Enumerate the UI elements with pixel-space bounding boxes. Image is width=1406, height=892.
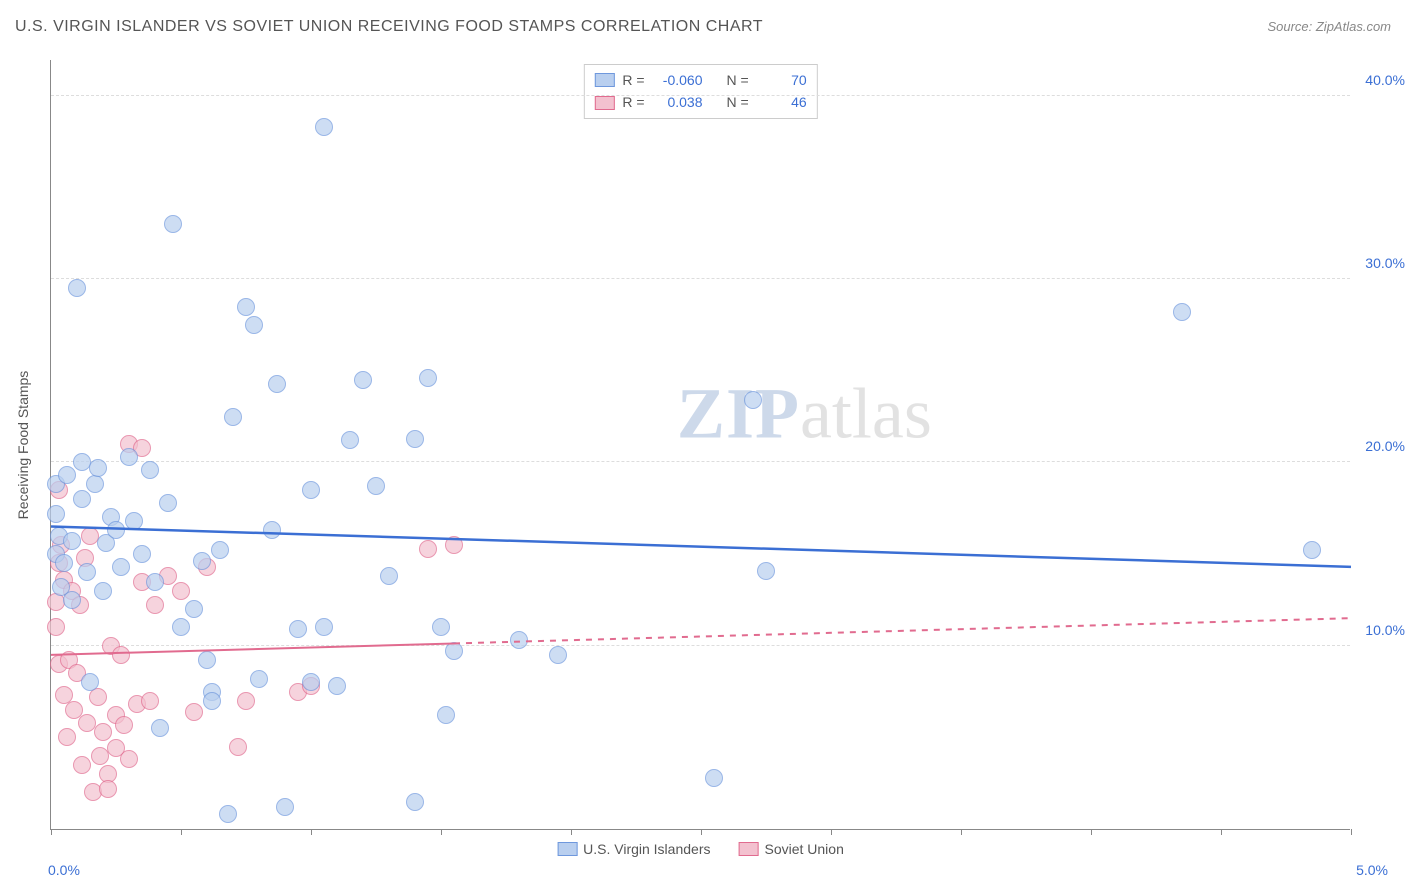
legend-series: U.S. Virgin Islanders Soviet Union <box>557 841 844 857</box>
x-tick <box>311 829 312 835</box>
x-tick <box>571 829 572 835</box>
legend-item-usvi: U.S. Virgin Islanders <box>557 841 710 857</box>
x-tick <box>51 829 52 835</box>
x-tick <box>701 829 702 835</box>
x-tick <box>1221 829 1222 835</box>
source-attribution: Source: ZipAtlas.com <box>1267 19 1391 34</box>
swatch-soviet <box>738 842 758 856</box>
x-tick <box>1091 829 1092 835</box>
x-tick <box>181 829 182 835</box>
y-tick-label: 20.0% <box>1365 438 1405 454</box>
y-tick-label: 10.0% <box>1365 622 1405 638</box>
swatch-usvi <box>557 842 577 856</box>
x-max-label: 5.0% <box>1356 862 1388 878</box>
trend-line-usvi <box>51 59 1351 829</box>
legend-label-soviet: Soviet Union <box>764 841 843 857</box>
scatter-plot-area: ZIPatlas Receiving Food Stamps R = -0.06… <box>50 60 1350 830</box>
y-axis-label: Receiving Food Stamps <box>15 370 31 519</box>
x-tick <box>441 829 442 835</box>
chart-title: U.S. VIRGIN ISLANDER VS SOVIET UNION REC… <box>15 18 763 36</box>
x-tick <box>831 829 832 835</box>
y-tick-label: 40.0% <box>1365 72 1405 88</box>
x-tick <box>1351 829 1352 835</box>
legend-item-soviet: Soviet Union <box>738 841 843 857</box>
x-tick <box>961 829 962 835</box>
y-tick-label: 30.0% <box>1365 255 1405 271</box>
x-min-label: 0.0% <box>48 862 80 878</box>
legend-label-usvi: U.S. Virgin Islanders <box>583 841 710 857</box>
